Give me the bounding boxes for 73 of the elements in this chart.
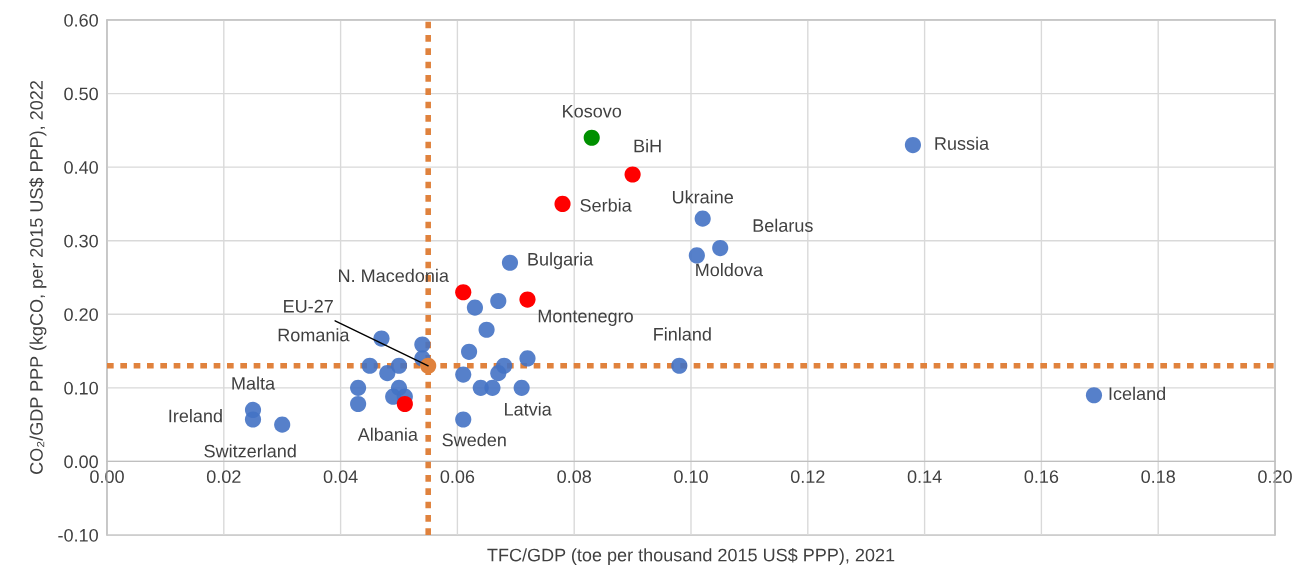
x-tick-label: 0.10: [674, 470, 708, 484]
point: [390, 357, 408, 374]
point: [688, 247, 705, 264]
annotation: Belarus: [753, 218, 813, 232]
x-tick-label: 0.06: [440, 470, 475, 484]
annotation: Finland: [654, 327, 711, 341]
y-tick-label: 0.60: [64, 13, 98, 27]
x-tick-label: 0.00: [90, 470, 124, 484]
y-tick-label: 0.40: [64, 161, 98, 174]
point: [490, 292, 507, 310]
point: [519, 291, 536, 308]
y-tick-label: 0.00: [64, 455, 98, 469]
point: [501, 254, 519, 271]
annotation: Iceland: [1109, 386, 1166, 401]
x-tick-label: 0.04: [323, 470, 358, 484]
annotation: Switzerland: [204, 444, 296, 458]
y-tick-label: -0.10: [58, 528, 98, 542]
annotation: EU-27: [284, 299, 333, 313]
y-tick-label: 0.50: [64, 87, 98, 101]
y-tick-label: 0.10: [64, 381, 98, 395]
x-axis-title: TFC/GDP (toe per thousand 2015 US$ PPP), 2021: [487, 547, 895, 565]
annotation: Serbia: [580, 198, 632, 212]
point: [274, 416, 291, 433]
annotation: Romania: [278, 328, 350, 342]
annotation: Bulgaria: [528, 252, 594, 270]
annotation: Ireland: [169, 409, 222, 423]
annotation: Kosovo: [563, 104, 622, 118]
annotation: Moldova: [696, 263, 763, 277]
x-tick-label: 0.02: [206, 470, 241, 484]
x-tick-label: 0.20: [1258, 470, 1292, 484]
point: [490, 365, 507, 382]
point: [461, 343, 478, 360]
point: [478, 321, 495, 338]
point: [244, 411, 262, 428]
y-tick-label: 0.30: [64, 234, 98, 248]
annotation: Latvia: [505, 402, 552, 416]
point: [484, 379, 501, 396]
point: [455, 284, 472, 301]
annotation: Sweden: [442, 433, 506, 447]
annotation: BiH: [634, 139, 661, 153]
x-tick-label: 0.18: [1141, 470, 1175, 484]
point: [671, 357, 688, 374]
point: [624, 166, 641, 183]
annotation: Ukraine: [672, 190, 733, 204]
annotation: Montenegro: [538, 309, 633, 326]
point: [1085, 387, 1103, 404]
point: [554, 195, 571, 212]
point: [513, 379, 530, 396]
point: [414, 336, 431, 353]
point: [350, 395, 367, 413]
point: [694, 210, 711, 227]
point: [712, 240, 729, 257]
point: [583, 129, 600, 146]
annotation: N. Macedonia: [339, 268, 449, 283]
annotation: Albania: [357, 427, 418, 441]
annotation: Russia: [935, 136, 990, 150]
annotation: Malta: [232, 376, 276, 390]
point: [379, 365, 396, 382]
point: [466, 299, 483, 316]
x-tick-label: 0.16: [1024, 470, 1059, 484]
point: [420, 357, 437, 374]
point: [455, 411, 472, 428]
y-axis-title: CO₂/GDP PPP (kgCO, per 2015 US$ PPP), 2022: [29, 81, 47, 474]
x-tick-label: 0.08: [557, 470, 591, 484]
y-tick-label: 0.20: [64, 308, 98, 322]
point: [361, 357, 378, 374]
point: [904, 137, 921, 154]
x-tick-label: 0.12: [790, 470, 825, 484]
point: [455, 366, 472, 383]
point: [350, 379, 367, 396]
x-tick-label: 0.14: [907, 470, 942, 484]
point: [396, 395, 413, 413]
point: [519, 350, 536, 367]
